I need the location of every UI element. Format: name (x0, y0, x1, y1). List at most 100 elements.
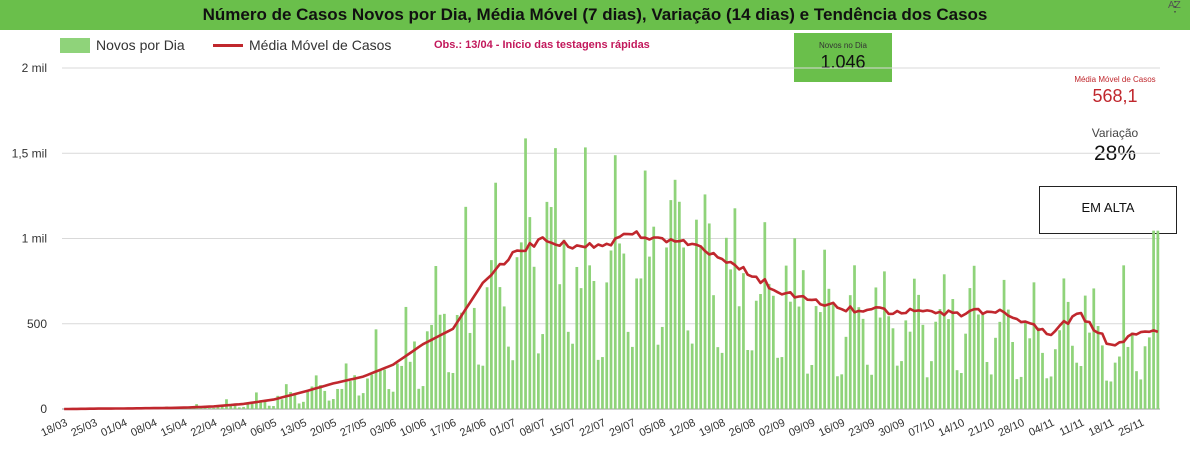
bar-day-109[interactable] (528, 217, 532, 409)
bar-day-249[interactable] (1126, 346, 1130, 409)
bar-day-37[interactable] (220, 406, 224, 409)
bar-day-251[interactable] (1135, 371, 1138, 409)
bar-day-57[interactable] (306, 391, 310, 409)
bar-day-122[interactable] (583, 147, 587, 409)
bar-day-214[interactable] (977, 314, 980, 409)
bar-day-83[interactable] (417, 388, 421, 409)
bar-day-143[interactable] (673, 179, 677, 409)
bar-day-205[interactable] (938, 309, 942, 409)
bar-day-245[interactable] (1109, 381, 1113, 409)
bar-day-127[interactable] (605, 282, 609, 409)
bar-day-106[interactable] (515, 257, 519, 409)
bar-day-91[interactable] (451, 372, 455, 409)
bar-day-136[interactable] (643, 170, 647, 409)
bar-day-219[interactable] (998, 321, 1002, 409)
bar-day-198[interactable] (908, 331, 912, 409)
bar-day-233[interactable] (1058, 330, 1061, 409)
bar-day-69[interactable] (357, 395, 361, 409)
bar-day-139[interactable] (656, 344, 660, 409)
bar-day-196[interactable] (900, 361, 903, 409)
bar-day-75[interactable] (383, 369, 386, 409)
bar-day-243[interactable] (1100, 345, 1104, 409)
bar-day-159[interactable] (742, 273, 745, 409)
bar-day-210[interactable] (959, 373, 963, 409)
bar-day-185[interactable] (853, 265, 856, 409)
bar-day-225[interactable] (1024, 320, 1027, 409)
bar-day-165[interactable] (767, 283, 771, 409)
bar-day-103[interactable] (502, 306, 506, 409)
bar-day-230[interactable] (1045, 378, 1049, 409)
bar-day-162[interactable] (754, 300, 758, 409)
bar-day-138[interactable] (652, 226, 656, 409)
bar-day-224[interactable] (1019, 376, 1023, 409)
bar-day-121[interactable] (579, 288, 583, 409)
bar-day-39[interactable] (229, 403, 233, 409)
bar-day-86[interactable] (430, 324, 433, 409)
bar-day-93[interactable] (460, 312, 463, 409)
bar-day-65[interactable] (340, 388, 344, 409)
bar-day-234[interactable] (1062, 278, 1066, 409)
bar-day-193[interactable] (887, 316, 891, 409)
bar-day-140[interactable] (660, 326, 664, 409)
bar-day-126[interactable] (601, 357, 604, 409)
bar-day-213[interactable] (972, 265, 976, 409)
bar-day-160[interactable] (746, 350, 750, 409)
bar-day-188[interactable] (865, 364, 869, 409)
bar-day-208[interactable] (951, 299, 955, 409)
bar-day-220[interactable] (1002, 279, 1006, 409)
bar-day-98[interactable] (481, 365, 485, 409)
bar-day-148[interactable] (695, 219, 698, 409)
bar-day-100[interactable] (490, 260, 493, 409)
bar-day-35[interactable] (212, 407, 216, 409)
bar-day-206[interactable] (942, 274, 946, 409)
bar-day-120[interactable] (575, 266, 579, 409)
bar-day-124[interactable] (592, 281, 596, 409)
bar-day-217[interactable] (989, 374, 993, 409)
bar-day-240[interactable] (1088, 332, 1091, 409)
bar-day-169[interactable] (784, 265, 788, 409)
bar-day-63[interactable] (331, 399, 335, 409)
bar-day-231[interactable] (1049, 376, 1053, 409)
bar-day-42[interactable] (242, 406, 245, 409)
bar-day-50[interactable] (276, 395, 280, 409)
bar-day-56[interactable] (302, 401, 305, 409)
bar-day-41[interactable] (237, 407, 241, 409)
bar-day-85[interactable] (425, 331, 429, 409)
bar-day-167[interactable] (776, 357, 779, 409)
bar-day-96[interactable] (472, 307, 476, 409)
bar-day-182[interactable] (840, 374, 844, 409)
bar-day-110[interactable] (532, 266, 536, 409)
bar-day-74[interactable] (378, 369, 382, 409)
bar-day-47[interactable] (263, 401, 267, 409)
bar-day-44[interactable] (250, 403, 254, 409)
bar-day-254[interactable] (1147, 337, 1151, 409)
bar-day-117[interactable] (562, 239, 566, 409)
bar-day-102[interactable] (498, 287, 502, 409)
bar-day-115[interactable] (554, 148, 557, 409)
bar-day-84[interactable] (421, 386, 425, 409)
bar-day-157[interactable] (733, 208, 737, 409)
bar-day-229[interactable] (1041, 352, 1044, 409)
bar-day-68[interactable] (353, 375, 357, 409)
bar-day-73[interactable] (374, 329, 378, 409)
bar-day-151[interactable] (707, 223, 711, 409)
bar-day-175[interactable] (810, 365, 814, 409)
bar-day-179[interactable] (827, 288, 831, 409)
bar-day-247[interactable] (1118, 356, 1121, 409)
sort-az-icon[interactable]: AZ (1168, 0, 1181, 11)
bar-day-113[interactable] (545, 201, 549, 409)
bar-day-60[interactable] (319, 385, 322, 409)
bar-day-97[interactable] (477, 364, 480, 409)
bar-day-187[interactable] (861, 318, 865, 409)
bar-day-34[interactable] (208, 408, 211, 409)
bar-day-48[interactable] (267, 405, 271, 409)
bar-day-181[interactable] (836, 376, 839, 409)
bar-day-241[interactable] (1092, 288, 1096, 409)
bar-day-253[interactable] (1143, 346, 1147, 409)
bar-day-71[interactable] (366, 378, 369, 409)
bar-day-105[interactable] (511, 360, 515, 409)
bar-day-123[interactable] (588, 265, 592, 409)
bar-day-70[interactable] (361, 393, 365, 409)
bar-day-133[interactable] (630, 346, 634, 409)
bar-day-43[interactable] (246, 403, 250, 409)
